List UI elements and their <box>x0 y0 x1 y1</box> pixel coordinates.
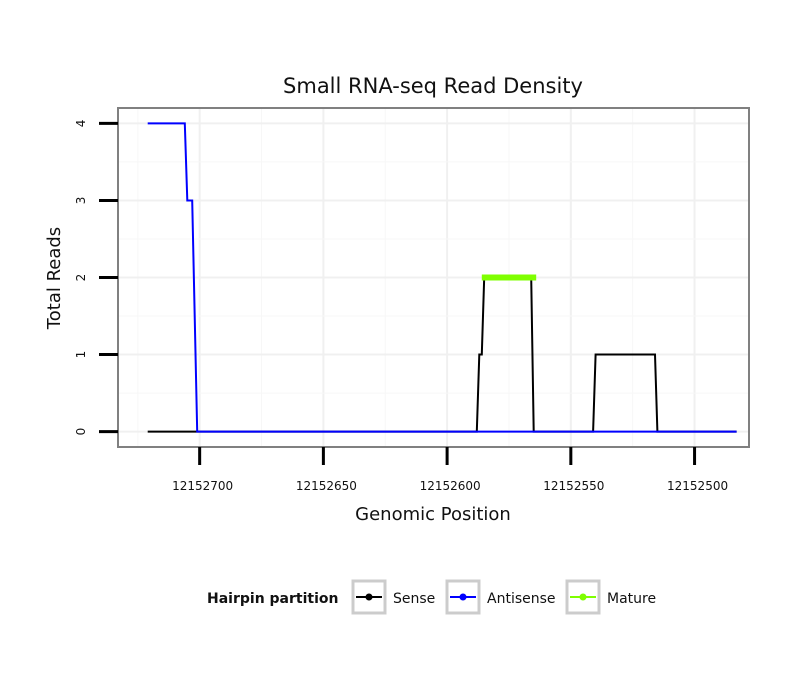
legend-label: Antisense <box>487 591 556 607</box>
y-tick-label: 4 <box>74 120 88 128</box>
x-tick-label: 12152700 <box>172 479 233 493</box>
legend: Hairpin partition Sense Antisense Mature <box>207 579 656 615</box>
y-tick-label: 2 <box>74 274 88 282</box>
legend-label: Mature <box>607 591 656 607</box>
legend-key-point <box>579 593 587 601</box>
y-tick-label: 1 <box>74 351 88 359</box>
legend-key-point <box>459 593 467 601</box>
legend-title: Hairpin partition <box>207 591 338 607</box>
x-tick-label: 12152500 <box>667 479 728 493</box>
legend-label: Sense <box>393 591 435 607</box>
y-axis-title: Total Reads <box>44 227 65 330</box>
x-tick-label: 12152550 <box>543 479 604 493</box>
series-line-antisense <box>147 122 737 433</box>
y-tick-label: 3 <box>74 197 88 205</box>
x-tick-label: 12152600 <box>420 479 481 493</box>
y-axis: 0 1 2 3 4 <box>74 120 118 436</box>
series-line-sense <box>147 276 737 433</box>
x-axis-title: Genomic Position <box>355 504 511 525</box>
x-tick-label: 12152650 <box>296 479 357 493</box>
x-axis: 12152700 12152650 12152600 12152550 12152500 <box>172 447 728 493</box>
chart-title: Small RNA-seq Read Density <box>283 74 583 98</box>
legend-key-point <box>365 593 373 601</box>
y-tick-label: 0 <box>74 428 88 436</box>
series-layer <box>147 122 737 433</box>
